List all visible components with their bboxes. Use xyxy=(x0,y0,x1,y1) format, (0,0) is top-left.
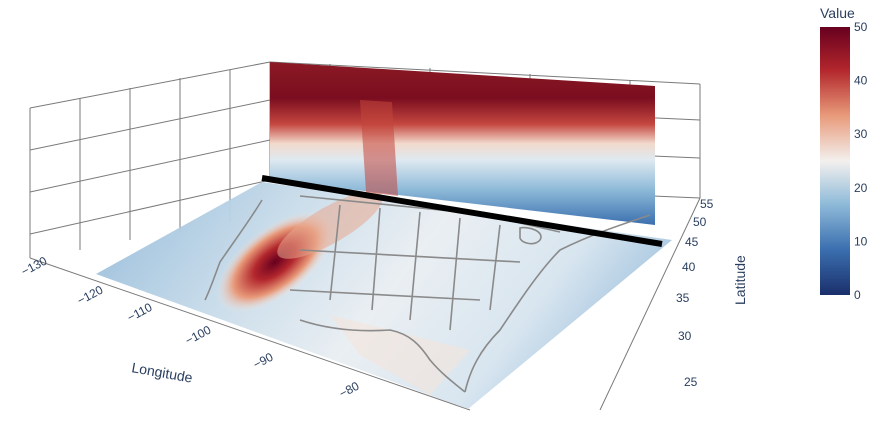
x-tick-label: −120 xyxy=(75,282,106,307)
y-axis-title: Latitude xyxy=(732,255,748,305)
great-lakes xyxy=(519,226,542,245)
colorbar-ticks: 0 10 20 30 40 50 xyxy=(854,20,868,302)
colorbar-tick-label: 0 xyxy=(854,288,861,302)
colorbar-tick-label: 20 xyxy=(854,181,868,195)
grid-line xyxy=(29,257,471,411)
y-tick-label: 55 xyxy=(700,197,714,211)
colorbar-tick-label: 50 xyxy=(854,20,868,34)
grid-line xyxy=(29,139,271,193)
grid-line xyxy=(269,61,701,85)
colorbar-tick-label: 10 xyxy=(854,234,868,248)
cross-section-baseline xyxy=(261,175,663,247)
x-tick-label: −130 xyxy=(19,253,50,278)
coastline-east xyxy=(464,214,651,393)
y-tick-label: 35 xyxy=(676,291,690,305)
coastline-gulf xyxy=(299,319,466,393)
colorbar-tick-label: 30 xyxy=(854,127,868,141)
grid-line xyxy=(29,99,271,151)
cross-section-plume xyxy=(360,100,398,196)
x-tick-label: −90 xyxy=(251,350,276,372)
coastline-west xyxy=(204,199,263,301)
grid-line xyxy=(29,61,271,109)
y-tick-label: 40 xyxy=(682,260,696,274)
cross-section-wall xyxy=(270,62,655,225)
colorbar: Value 0 10 20 30 40 50 xyxy=(820,5,868,302)
state-lines xyxy=(289,204,521,331)
colorbar-title: Value xyxy=(820,5,855,21)
x-tick-label: −100 xyxy=(183,322,214,347)
colorbar-tick-label: 40 xyxy=(854,74,868,88)
x-tick-label: −110 xyxy=(125,300,155,325)
surface-coast-tint xyxy=(330,315,470,395)
x-axis-title: Longitude xyxy=(130,359,194,385)
surface-warm-band xyxy=(277,191,383,259)
y-tick-label: 25 xyxy=(684,375,698,389)
y-tick-label: 50 xyxy=(693,215,707,229)
x-tick-label: −80 xyxy=(337,379,362,401)
y-tick-label: 45 xyxy=(685,235,699,249)
y-tick-label: 30 xyxy=(678,329,692,343)
colorbar-bar xyxy=(820,27,850,295)
y-axis-ticks: 25 30 35 40 45 50 55 xyxy=(676,197,714,389)
grid-line xyxy=(599,197,701,411)
